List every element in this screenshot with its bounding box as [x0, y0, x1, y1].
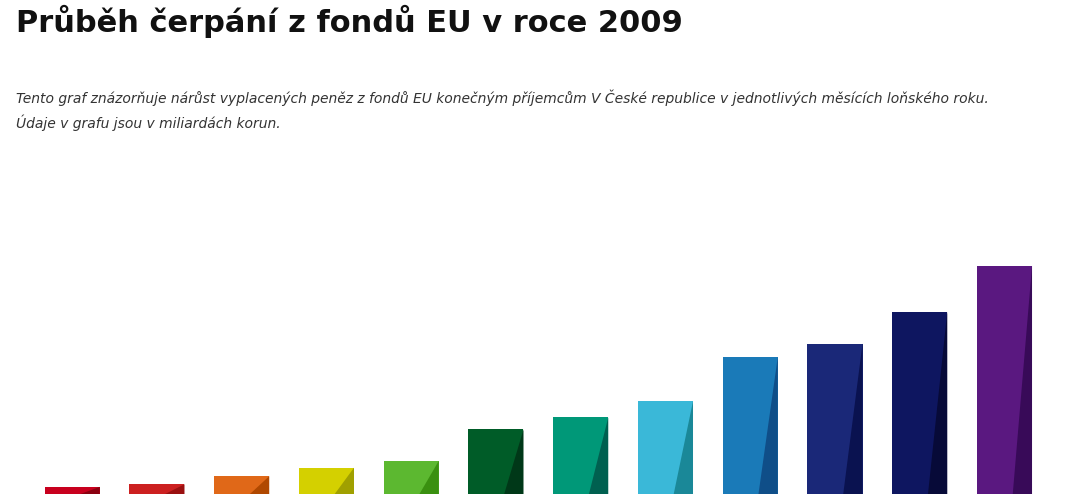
Bar [892, 312, 948, 494]
Bar [637, 401, 693, 494]
Polygon shape [80, 487, 100, 494]
Bar [468, 430, 523, 494]
Bar [723, 357, 778, 494]
Bar [976, 266, 1032, 494]
Bar [45, 487, 100, 494]
Text: Tento graf znázorňuje nárůst vyplacených peněz z fondů EU konečným příjemcům V Č: Tento graf znázorňuje nárůst vyplacených… [16, 90, 989, 131]
Polygon shape [335, 468, 354, 494]
Polygon shape [589, 418, 609, 494]
Polygon shape [419, 461, 439, 494]
Bar [807, 343, 862, 494]
Polygon shape [759, 357, 778, 494]
Polygon shape [165, 484, 184, 494]
Polygon shape [928, 312, 948, 494]
Polygon shape [1013, 266, 1032, 494]
Bar [214, 476, 270, 494]
Bar [384, 461, 439, 494]
Bar [298, 468, 354, 494]
Bar [553, 418, 609, 494]
Polygon shape [504, 430, 523, 494]
Text: Průběh čerpání z fondů EU v roce 2009: Průběh čerpání z fondů EU v roce 2009 [16, 5, 683, 38]
Polygon shape [843, 343, 862, 494]
Bar [129, 484, 184, 494]
Polygon shape [674, 401, 693, 494]
Polygon shape [249, 476, 270, 494]
